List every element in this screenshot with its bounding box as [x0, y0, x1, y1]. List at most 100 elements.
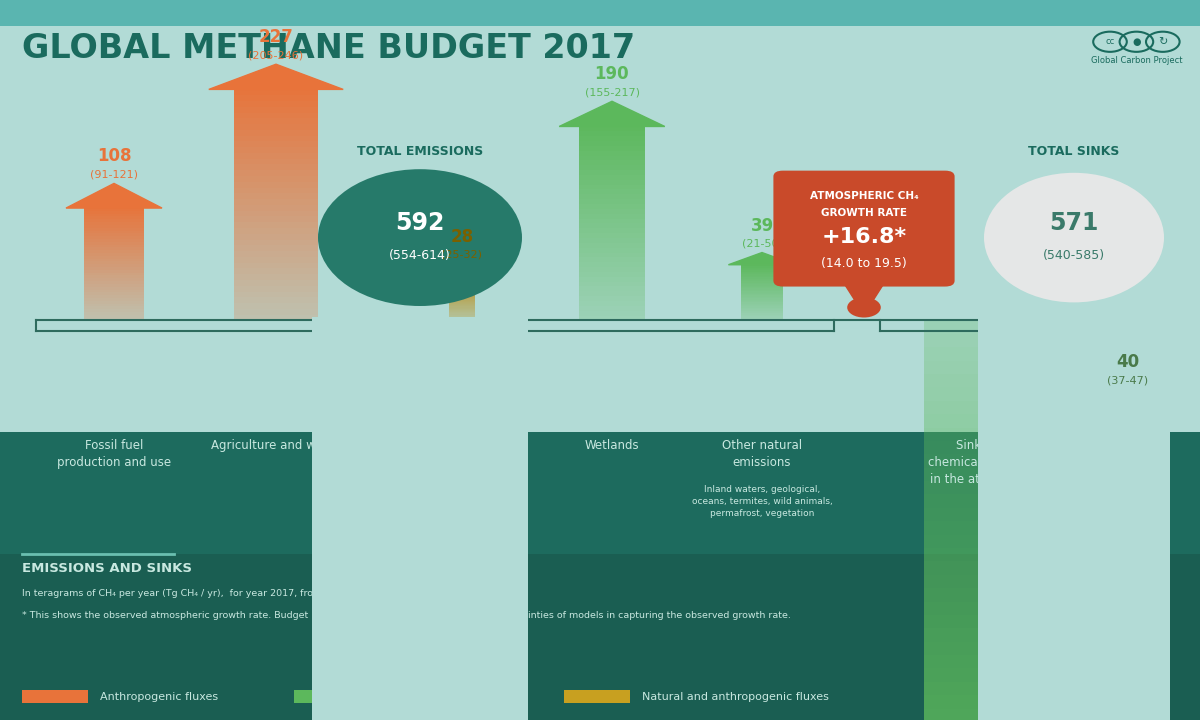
- Bar: [234, 217, 318, 222]
- Bar: [449, 319, 475, 320]
- Text: * This shows the observed atmospheric growth rate. Budget imbalance of few Tg  C: * This shows the observed atmospheric gr…: [22, 611, 791, 619]
- Bar: [1110, 375, 1146, 377]
- Text: 40: 40: [1116, 354, 1140, 372]
- Bar: [1110, 363, 1146, 364]
- FancyArrow shape: [22, 690, 88, 703]
- Bar: [924, 521, 1044, 535]
- Bar: [580, 243, 646, 248]
- Bar: [84, 278, 144, 281]
- Text: 190: 190: [595, 66, 629, 84]
- Bar: [580, 161, 646, 166]
- Bar: [742, 280, 784, 282]
- Bar: [924, 441, 1044, 454]
- Bar: [1110, 370, 1146, 372]
- Bar: [234, 101, 318, 107]
- Bar: [924, 508, 1044, 521]
- Bar: [84, 233, 144, 236]
- FancyArrow shape: [564, 690, 630, 703]
- Bar: [449, 303, 475, 304]
- Bar: [742, 277, 784, 279]
- Bar: [1110, 364, 1146, 366]
- Bar: [449, 315, 475, 316]
- Bar: [742, 307, 784, 308]
- Bar: [924, 334, 1044, 347]
- Bar: [1110, 343, 1146, 344]
- Bar: [742, 265, 784, 266]
- Bar: [449, 294, 475, 296]
- Bar: [580, 204, 646, 209]
- Bar: [449, 288, 475, 289]
- Bar: [234, 112, 318, 118]
- Bar: [1110, 338, 1146, 340]
- Bar: [580, 180, 646, 184]
- Bar: [84, 248, 144, 250]
- Bar: [84, 222, 144, 225]
- Text: (155-217): (155-217): [584, 88, 640, 98]
- Bar: [742, 294, 784, 295]
- Bar: [234, 286, 318, 292]
- Bar: [978, 317, 1170, 720]
- Bar: [84, 318, 144, 320]
- Text: (37-47): (37-47): [1108, 376, 1148, 386]
- Bar: [84, 301, 144, 304]
- Bar: [234, 269, 318, 274]
- Bar: [84, 273, 144, 276]
- Bar: [234, 292, 318, 297]
- Bar: [449, 275, 475, 276]
- Bar: [449, 274, 475, 275]
- Bar: [84, 287, 144, 289]
- Bar: [1110, 356, 1146, 357]
- Bar: [234, 303, 318, 309]
- Bar: [234, 135, 318, 141]
- Bar: [234, 297, 318, 303]
- Text: (21-50): (21-50): [742, 239, 782, 249]
- Bar: [234, 211, 318, 217]
- Text: ↻: ↻: [1158, 37, 1168, 47]
- Bar: [742, 286, 784, 287]
- Bar: [234, 158, 318, 164]
- Bar: [580, 301, 646, 306]
- Text: (540-585): (540-585): [1043, 249, 1105, 262]
- Text: TOTAL SINKS: TOTAL SINKS: [1028, 145, 1120, 158]
- Bar: [312, 317, 528, 720]
- Bar: [924, 481, 1044, 495]
- Bar: [742, 292, 784, 294]
- Bar: [449, 279, 475, 281]
- Bar: [580, 136, 646, 141]
- Bar: [84, 220, 144, 222]
- Bar: [234, 95, 318, 101]
- Bar: [580, 315, 646, 320]
- Bar: [580, 189, 646, 194]
- Bar: [449, 300, 475, 302]
- Bar: [580, 184, 646, 189]
- Text: TOTAL EMISSIONS: TOTAL EMISSIONS: [356, 145, 484, 158]
- Bar: [234, 315, 318, 320]
- Bar: [580, 272, 646, 276]
- Text: 108: 108: [97, 148, 131, 166]
- Bar: [1110, 350, 1146, 351]
- Bar: [234, 257, 318, 263]
- Bar: [580, 150, 646, 156]
- Bar: [924, 454, 1044, 468]
- Bar: [1110, 351, 1146, 353]
- Bar: [84, 267, 144, 270]
- Text: ●: ●: [1132, 37, 1141, 47]
- Bar: [580, 287, 646, 292]
- Text: (14.0 to 19.5): (14.0 to 19.5): [821, 256, 907, 270]
- Bar: [84, 304, 144, 306]
- Bar: [742, 304, 784, 305]
- Bar: [580, 248, 646, 253]
- Ellipse shape: [318, 169, 522, 306]
- Bar: [742, 305, 784, 307]
- Bar: [234, 170, 318, 176]
- Bar: [449, 304, 475, 305]
- Bar: [84, 315, 144, 318]
- Bar: [1110, 348, 1146, 350]
- Bar: [84, 236, 144, 239]
- Bar: [449, 284, 475, 285]
- Bar: [84, 298, 144, 301]
- Bar: [84, 225, 144, 228]
- Bar: [234, 263, 318, 269]
- Bar: [742, 283, 784, 284]
- Bar: [742, 271, 784, 273]
